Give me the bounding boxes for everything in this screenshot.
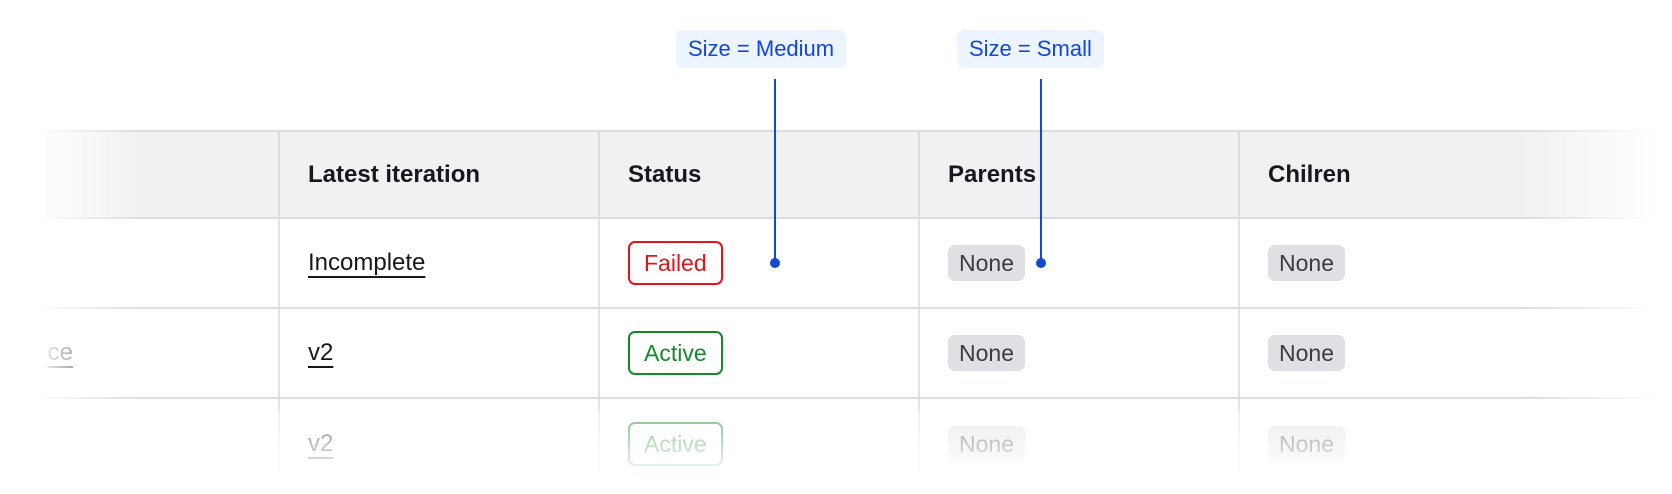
children-badge: None <box>1268 426 1345 462</box>
header-status[interactable]: Status <box>598 132 918 217</box>
annotation-size-medium: Size = Medium <box>676 30 847 68</box>
name-link[interactable]: ce <box>47 339 73 366</box>
iteration-cell: v2 <box>278 399 598 489</box>
annotation-dot <box>770 258 780 268</box>
status-badge: Active <box>628 422 723 466</box>
children-cell: None <box>1238 309 1558 397</box>
table-row: ce v2 Active None None <box>0 309 1672 399</box>
header-parents[interactable]: Parents <box>918 132 1238 217</box>
name-cell <box>0 399 278 489</box>
children-cell: None <box>1238 399 1558 489</box>
status-cell: Failed <box>598 219 918 307</box>
header-name <box>0 132 278 217</box>
iteration-cell: v2 <box>278 309 598 397</box>
table-header: Latest iteration Status Parents Chilren <box>0 130 1672 219</box>
children-cell: None <box>1238 219 1558 307</box>
annotation-dot <box>1036 258 1046 268</box>
parents-badge: None <box>948 426 1025 462</box>
iteration-link[interactable]: Incomplete <box>308 249 426 276</box>
annotation-leader-line <box>1040 79 1042 263</box>
status-badge: Active <box>628 331 723 375</box>
table-row: Incomplete Failed None None <box>0 219 1672 309</box>
iteration-cell: Incomplete <box>278 219 598 307</box>
status-cell: Active <box>598 309 918 397</box>
name-cell: ce <box>0 309 278 397</box>
status-badge: Failed <box>628 241 723 285</box>
annotation-leader-line <box>774 79 776 263</box>
name-cell <box>0 219 278 307</box>
parents-cell: None <box>918 309 1238 397</box>
header-latest-iteration[interactable]: Latest iteration <box>278 132 598 217</box>
children-badge: None <box>1268 245 1345 281</box>
iteration-link[interactable]: v2 <box>308 339 334 366</box>
header-children[interactable]: Chilren <box>1238 132 1558 217</box>
parents-cell: None <box>918 399 1238 489</box>
annotation-size-small: Size = Small <box>957 30 1104 68</box>
parents-cell: None <box>918 219 1238 307</box>
parents-badge: None <box>948 335 1025 371</box>
iteration-link[interactable]: v2 <box>308 430 334 457</box>
status-cell: Active <box>598 399 918 489</box>
parents-badge: None <box>948 245 1025 281</box>
children-badge: None <box>1268 335 1345 371</box>
table-row: v2 Active None None <box>0 399 1672 489</box>
